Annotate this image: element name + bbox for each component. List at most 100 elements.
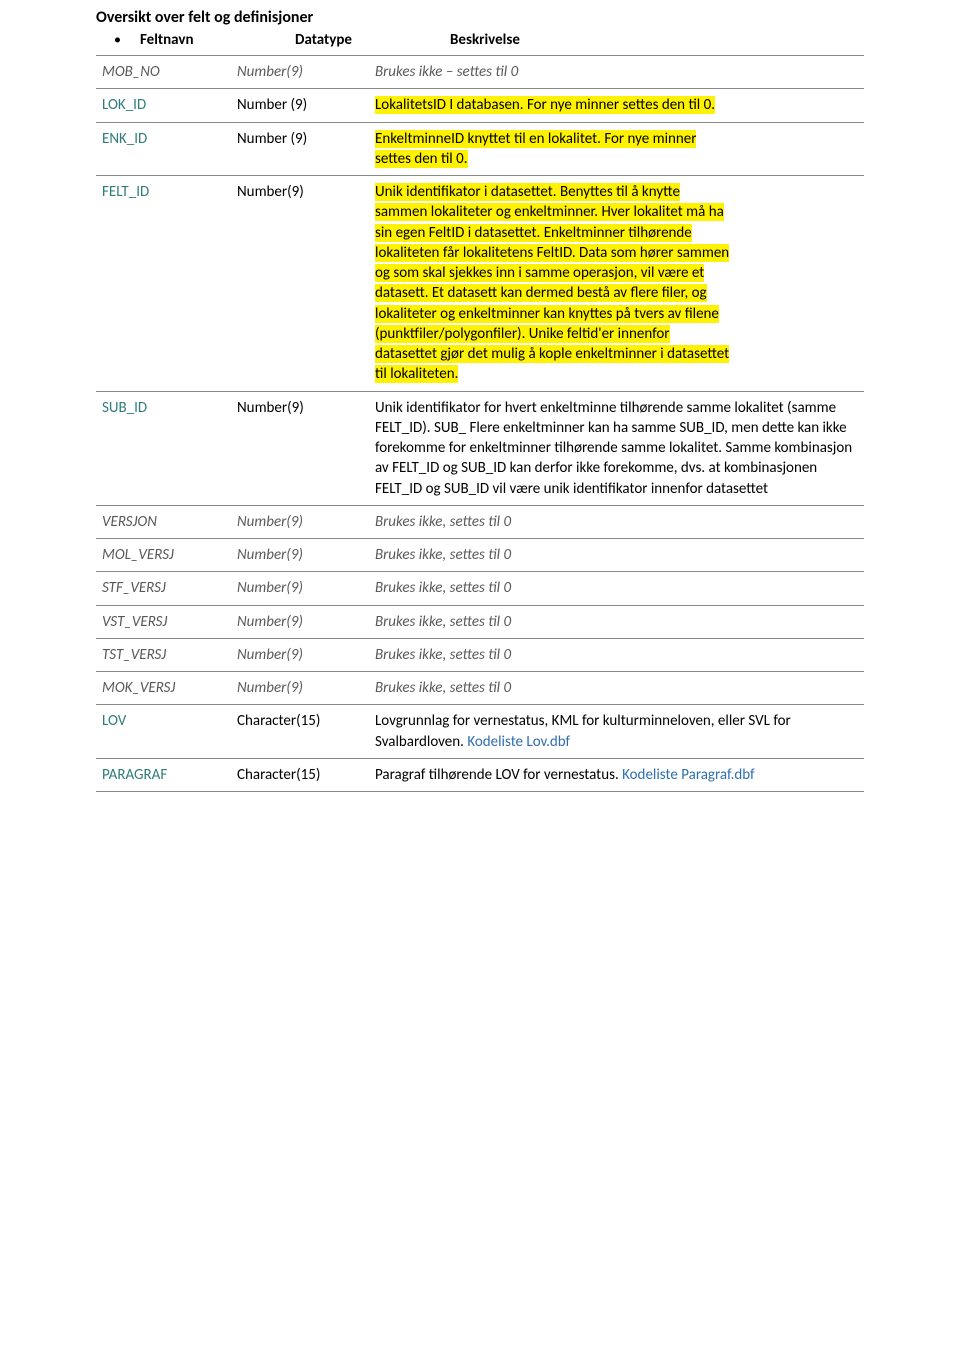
datatype-value: Number(9) bbox=[237, 579, 303, 597]
description-cell: Lovgrunnlag for vernestatus, KML for kul… bbox=[369, 705, 864, 759]
bullet-icon: • bbox=[114, 31, 140, 48]
datatype-value: Number (9) bbox=[237, 130, 307, 148]
description-segment: datasett. Et datasett kan dermed bestå a… bbox=[375, 284, 707, 302]
description-cell: Brukes ikke, settes til 0 bbox=[369, 605, 864, 638]
datatype-value: Number(9) bbox=[237, 183, 304, 201]
description-segment: sammen lokaliteter og enkeltminner. Hver… bbox=[375, 203, 724, 221]
datatype-cell: Number(9) bbox=[231, 176, 369, 392]
datatype-value: Character(15) bbox=[237, 766, 320, 784]
description-segment: til lokaliteten. bbox=[375, 365, 458, 383]
datatype-value: Number(9) bbox=[237, 513, 303, 531]
datatype-cell: Number(9) bbox=[231, 605, 369, 638]
field-name-cell: VST_VERSJ bbox=[96, 605, 231, 638]
datatype-value: Number(9) bbox=[237, 546, 303, 564]
description-segment: Kodeliste Paragraf.dbf bbox=[622, 766, 754, 784]
datatype-cell: Number(9) bbox=[231, 539, 369, 572]
description-segment: Brukes ikke, settes til 0 bbox=[375, 546, 511, 564]
table-row: MOB_NO Number(9) Brukes ikke – settes til … bbox=[96, 56, 864, 89]
field-name-cell: MOK_VERSJ bbox=[96, 672, 231, 705]
header-desc: Beskrivelse bbox=[450, 31, 520, 49]
description-segment: Brukes ikke, settes til 0 bbox=[375, 646, 511, 664]
description-cell: Paragraf tilhørende LOV for vernestatus.… bbox=[369, 758, 864, 791]
table-row: MOK_VERSJ Number(9) Brukes ikke, settes ti… bbox=[96, 672, 864, 705]
table-row: TST_VERSJ Number(9) Brukes ikke, settes ti… bbox=[96, 638, 864, 671]
description-segment: EnkeltminneID knyttet til en lokalitet. … bbox=[375, 130, 696, 148]
datatype-value: Number(9) bbox=[237, 399, 304, 417]
field-name: VERSJON bbox=[102, 513, 157, 531]
datatype-value: Character(15) bbox=[237, 712, 320, 730]
description-cell: Brukes ikke, settes til 0 bbox=[369, 539, 864, 572]
datatype-cell: Number (9) bbox=[231, 89, 369, 122]
field-name: MOK_VERSJ bbox=[102, 679, 175, 697]
description-cell: Brukes ikke, settes til 0 bbox=[369, 505, 864, 538]
field-name-cell: LOV bbox=[96, 705, 231, 759]
description-segment: Brukes ikke, settes til 0 bbox=[375, 613, 511, 631]
description-segment: Lovgrunnlag for vernestatus, KML for kul… bbox=[375, 712, 791, 750]
description-segment: datasettet gjør det mulig å kople enkelt… bbox=[375, 345, 729, 363]
field-name-cell: LOK_ID bbox=[96, 89, 231, 122]
datatype-value: Number(9) bbox=[237, 63, 303, 81]
header-field: Feltnavn bbox=[140, 31, 295, 49]
datatype-cell: Character(15) bbox=[231, 758, 369, 791]
datatype-cell: Number (9) bbox=[231, 122, 369, 176]
description-cell: LokalitetsID I databasen. For nye minner… bbox=[369, 89, 864, 122]
field-name-cell: TST_VERSJ bbox=[96, 638, 231, 671]
datatype-value: Number(9) bbox=[237, 613, 303, 631]
description-cell: EnkeltminneID knyttet til en lokalitet. … bbox=[369, 122, 864, 176]
description-segment: Brukes ikke – settes til 0 bbox=[375, 63, 518, 81]
description-segment: sin egen FeltID i datasettet. Enkeltminn… bbox=[375, 224, 692, 242]
description-cell: Brukes ikke, settes til 0 bbox=[369, 638, 864, 671]
document-page: Oversikt over felt og definisjoner • Fel… bbox=[0, 0, 960, 812]
description-segment: LokalitetsID I databasen. For nye minner… bbox=[375, 96, 715, 114]
field-name: MOL_VERSJ bbox=[102, 546, 174, 564]
field-name: PARAGRAF bbox=[102, 766, 167, 784]
field-name-cell: MOL_VERSJ bbox=[96, 539, 231, 572]
table-row: MOL_VERSJ Number(9) Brukes ikke, settes ti… bbox=[96, 539, 864, 572]
datatype-value: Number(9) bbox=[237, 679, 303, 697]
field-name-cell: STF_VERSJ bbox=[96, 572, 231, 605]
field-name: STF_VERSJ bbox=[102, 579, 166, 597]
table-row: PARAGRAF Character(15) Paragraf tilhørende… bbox=[96, 758, 864, 791]
page-title: Oversikt over felt og definisjoner bbox=[96, 8, 864, 27]
description-segment: settes den til 0. bbox=[375, 150, 468, 168]
description-segment: Paragraf tilhørende LOV for vernestatus. bbox=[375, 766, 622, 784]
description-segment: Brukes ikke, settes til 0 bbox=[375, 679, 511, 697]
description-segment: Brukes ikke, settes til 0 bbox=[375, 579, 511, 597]
description-segment: Unik identifikator i datasettet. Benytte… bbox=[375, 183, 680, 201]
table-header-row: • Feltnavn Datatype Beskrivelse bbox=[114, 31, 864, 49]
field-name: VST_VERSJ bbox=[102, 613, 167, 631]
field-name-cell: MOB_NO bbox=[96, 56, 231, 89]
description-cell: Brukes ikke, settes til 0 bbox=[369, 672, 864, 705]
description-cell: Unik identifikator for hvert enkeltminne… bbox=[369, 391, 864, 505]
description-segment: Brukes ikke, settes til 0 bbox=[375, 513, 511, 531]
datatype-cell: Number(9) bbox=[231, 638, 369, 671]
description-segment: Unik identifikator for hvert enkeltminne… bbox=[375, 399, 852, 498]
description-cell: Brukes ikke – settes til 0 bbox=[369, 56, 864, 89]
description-segment: lokaliteter og enkeltminner kan knyttes … bbox=[375, 305, 719, 323]
datatype-cell: Character(15) bbox=[231, 705, 369, 759]
field-name: ENK_ID bbox=[102, 130, 147, 148]
table-row: VST_VERSJ Number(9) Brukes ikke, settes ti… bbox=[96, 605, 864, 638]
datatype-value: Number (9) bbox=[237, 96, 307, 114]
field-name-cell: FELT_ID bbox=[96, 176, 231, 392]
description-segment: (punktfiler/polygonfiler). Unike feltid'… bbox=[375, 325, 670, 343]
fields-table: MOB_NO Number(9) Brukes ikke – settes til … bbox=[96, 55, 864, 792]
field-name: MOB_NO bbox=[102, 63, 160, 81]
description-cell: Unik identifikator i datasettet. Benytte… bbox=[369, 176, 864, 392]
field-name: TST_VERSJ bbox=[102, 646, 166, 664]
header-datatype: Datatype bbox=[295, 31, 450, 49]
table-row: LOK_ID Number (9) LokalitetsID I databasen… bbox=[96, 89, 864, 122]
field-name-cell: VERSJON bbox=[96, 505, 231, 538]
description-segment: Kodeliste Lov.dbf bbox=[467, 733, 570, 751]
datatype-cell: Number(9) bbox=[231, 391, 369, 505]
description-segment: og som skal sjekkes inn i samme operasjo… bbox=[375, 264, 704, 282]
datatype-cell: Number(9) bbox=[231, 505, 369, 538]
description-cell: Brukes ikke, settes til 0 bbox=[369, 572, 864, 605]
table-row: LOV Character(15) Lovgrunnlag for vernesta… bbox=[96, 705, 864, 759]
field-name-cell: PARAGRAF bbox=[96, 758, 231, 791]
description-segment: lokaliteten får lokalitetens FeltID. Dat… bbox=[375, 244, 729, 262]
table-row: SUB_IDNumber(9)Unik identifikator for hv… bbox=[96, 391, 864, 505]
field-name-cell: ENK_ID bbox=[96, 122, 231, 176]
table-row: FELT_ID Number(9) Unik identifikator i dat… bbox=[96, 176, 864, 392]
datatype-cell: Number(9) bbox=[231, 572, 369, 605]
